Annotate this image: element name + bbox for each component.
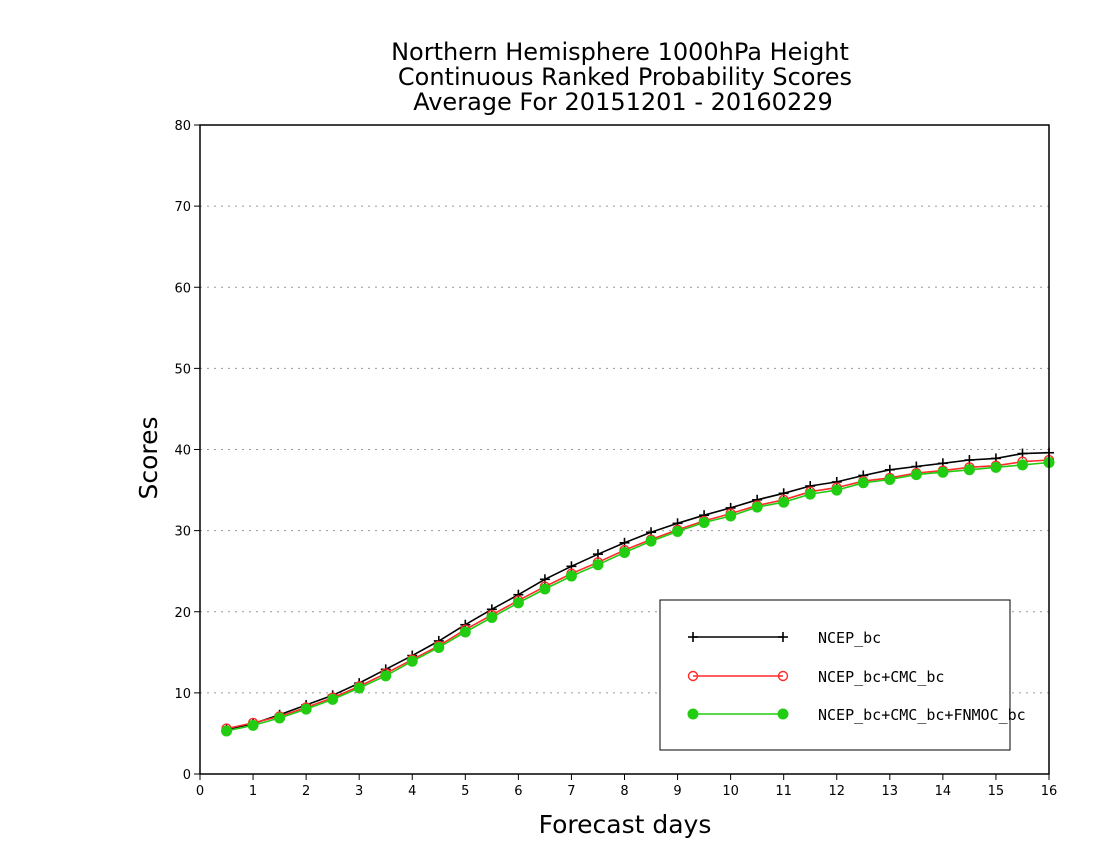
y-tick-label-10: 10: [174, 687, 191, 702]
series-2-point-19: [725, 510, 737, 522]
chart-title-line-1: Northern Hemisphere 1000hPa Height: [391, 38, 849, 66]
x-tick-label-15: 15: [988, 784, 1005, 799]
x-tick-label-5: 5: [461, 784, 469, 799]
x-tick-label-4: 4: [408, 784, 416, 799]
x-tick-label-3: 3: [355, 784, 363, 799]
series-2-point-25: [884, 474, 896, 486]
legend-label-0: NCEP_bc: [818, 629, 881, 647]
series-2-point-0: [221, 725, 233, 737]
legend-entry-2: NCEP_bc+CMC_bc+FNMOC_bc: [687, 706, 1026, 724]
x-tick-label-13: 13: [882, 784, 899, 799]
y-tick-label-50: 50: [174, 362, 191, 377]
series-2-point-21: [778, 496, 790, 508]
y-tick-label-0: 0: [183, 768, 191, 783]
series-2-point-26: [910, 469, 922, 481]
legend-label-2: NCEP_bc+CMC_bc+FNMOC_bc: [818, 706, 1026, 724]
series-2-point-12: [539, 583, 551, 595]
series-2-point-7: [406, 655, 418, 667]
legend-marker-start-2: [687, 708, 699, 720]
series-2-point-5: [353, 682, 365, 694]
legend-box: [659, 599, 1011, 751]
x-tick-label-6: 6: [514, 784, 522, 799]
y-tick-label-40: 40: [174, 444, 191, 459]
x-tick-label-1: 1: [249, 784, 257, 799]
series-0-point-21: [778, 488, 789, 499]
series-2-point-16: [645, 535, 657, 547]
chart-title-line-3: Average For 20151201 - 20160229: [413, 88, 833, 116]
legend-marker-end-1: [777, 670, 789, 682]
y-axis: 0 10 20 30 40 50 60 70 80: [174, 119, 200, 783]
series-2-point-3: [300, 703, 312, 715]
x-axis-label: Forecast days: [539, 810, 712, 839]
y-tick-label-60: 60: [174, 281, 191, 296]
legend-label-1: NCEP_bc+CMC_bc: [818, 668, 944, 686]
x-tick-label-11: 11: [775, 784, 792, 799]
series-2-point-15: [619, 547, 630, 559]
series-2-point-8: [433, 641, 445, 653]
y-tick-label-80: 80: [174, 119, 191, 134]
series-2-point-14: [592, 559, 604, 571]
series-2-point-22: [804, 488, 816, 500]
y-axis-label: Scores: [134, 416, 163, 499]
y-tick-label-20: 20: [174, 606, 191, 621]
chart-title: Northern Hemisphere 1000hPa Height Conti…: [391, 38, 852, 116]
legend-marker-start-1: [687, 670, 699, 682]
legend-marker-start-0: [688, 632, 698, 642]
x-tick-label-7: 7: [567, 784, 575, 799]
series-2-point-13: [565, 570, 577, 582]
chart-title-line-2: Continuous Ranked Probability Scores: [398, 63, 852, 91]
series-2-point-4: [327, 693, 339, 705]
series-2-point-2: [274, 712, 286, 724]
series-2-point-27: [937, 466, 949, 478]
series-2-point-9: [459, 626, 471, 638]
series-2-point-30: [1016, 459, 1028, 471]
series-layer: [221, 447, 1055, 737]
series-2-point-23: [831, 484, 843, 496]
legend-entry-0: NCEP_bc: [688, 629, 881, 647]
x-tick-label-16: 16: [1041, 784, 1058, 799]
series-2-point-17: [672, 525, 684, 537]
series-2-point-6: [380, 670, 392, 682]
y-tick-label-30: 30: [174, 525, 191, 540]
x-tick-label-9: 9: [673, 784, 681, 799]
series-2-point-11: [512, 597, 524, 609]
x-tick-label-12: 12: [828, 784, 845, 799]
legend-marker-end-2: [777, 708, 789, 720]
x-tick-label-2: 2: [302, 784, 310, 799]
series-2-point-10: [486, 611, 498, 623]
x-axis: 0 1 2 3 4 5 6 7 8 9 10 11 12 13 14 15 16: [196, 774, 1057, 799]
x-tick-label-0: 0: [196, 784, 204, 799]
legend: NCEP_bc NCEP_bc+CMC_bc NCEP_bc+CMC_bc+FNMO…: [659, 599, 1026, 751]
y-tick-label-70: 70: [174, 200, 191, 215]
x-tick-label-10: 10: [722, 784, 739, 799]
series-2-point-29: [990, 461, 1002, 473]
series-2-point-20: [751, 501, 763, 513]
legend-entry-1: NCEP_bc+CMC_bc: [687, 668, 944, 686]
x-tick-label-8: 8: [620, 784, 628, 799]
series-2-point-18: [698, 517, 710, 529]
series-2-point-1: [247, 719, 259, 731]
x-tick-label-14: 14: [935, 784, 952, 799]
series-2-point-28: [963, 464, 975, 476]
legend-marker-end-0: [778, 632, 788, 642]
series-2-point-24: [857, 477, 869, 489]
series-2: [221, 456, 1055, 737]
